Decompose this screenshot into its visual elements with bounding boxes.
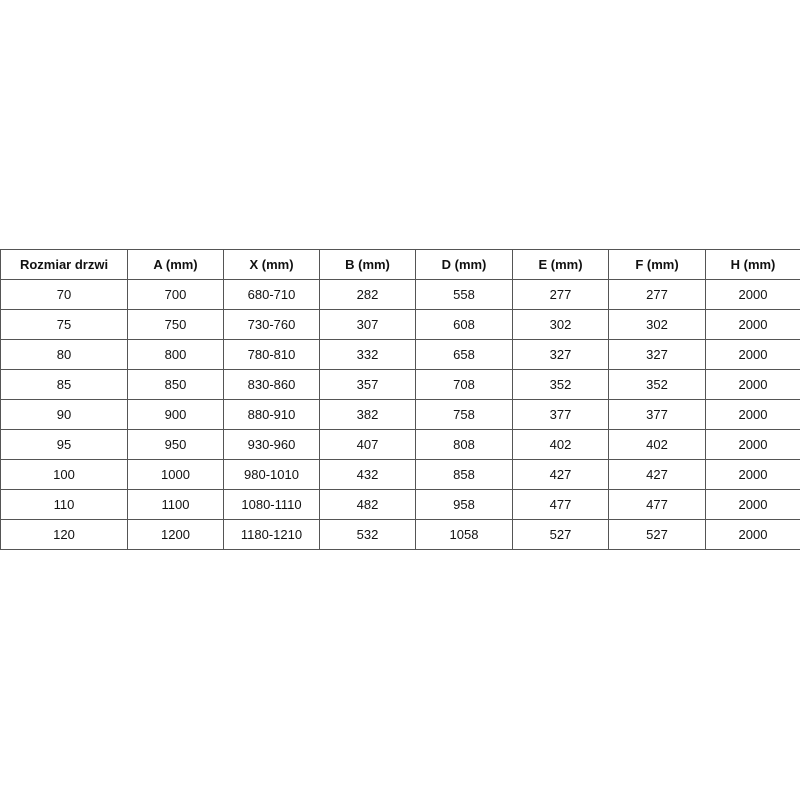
table-cell: 750	[127, 309, 224, 340]
table-cell: 90	[0, 399, 128, 430]
table-cell: 1200	[127, 519, 224, 550]
table-cell: 658	[415, 339, 513, 370]
table-cell: 477	[512, 489, 609, 520]
table-cell: 558	[415, 279, 513, 310]
table-row: 75 750 730-760 307 608 302 302 2000	[0, 309, 800, 340]
table-cell: 85	[0, 369, 128, 400]
table-cell: 2000	[705, 459, 800, 490]
table-cell: 352	[608, 369, 706, 400]
table-body: 70 700 680-710 282 558 277 277 2000 75 750 730-760…	[0, 279, 800, 550]
table-cell: 110	[0, 489, 128, 520]
table-cell: 880-910	[223, 399, 320, 430]
table-cell: 75	[0, 309, 128, 340]
table-cell: 377	[512, 399, 609, 430]
table-cell: 482	[319, 489, 416, 520]
table-cell: 70	[0, 279, 128, 310]
table-cell: 2000	[705, 489, 800, 520]
table-cell: 1000	[127, 459, 224, 490]
table-row: 110 1100 1080-1110 482 958 477 477 2000	[0, 489, 800, 520]
table-row: 100 1000 980-1010 432 858 427 427 2000	[0, 459, 800, 490]
table-row: 70 700 680-710 282 558 277 277 2000	[0, 279, 800, 310]
table-cell: 2000	[705, 399, 800, 430]
table-cell: 282	[319, 279, 416, 310]
table-cell: 2000	[705, 429, 800, 460]
table-cell: 527	[512, 519, 609, 550]
table-cell: 120	[0, 519, 128, 550]
table-cell: 780-810	[223, 339, 320, 370]
table-cell: 477	[608, 489, 706, 520]
header-row: Rozmiar drzwi A (mm) X (mm) B (mm) D (mm) E (…	[0, 249, 800, 280]
table-cell: 402	[512, 429, 609, 460]
table-cell: 527	[608, 519, 706, 550]
table-cell: 352	[512, 369, 609, 400]
table-cell: 1100	[127, 489, 224, 520]
header-cell: H (mm)	[705, 249, 800, 280]
table-cell: 1058	[415, 519, 513, 550]
table-cell: 980-1010	[223, 459, 320, 490]
table-cell: 900	[127, 399, 224, 430]
table-cell: 808	[415, 429, 513, 460]
table-cell: 100	[0, 459, 128, 490]
table-cell: 432	[319, 459, 416, 490]
table-cell: 327	[608, 339, 706, 370]
table-cell: 357	[319, 369, 416, 400]
table-cell: 377	[608, 399, 706, 430]
table-cell: 327	[512, 339, 609, 370]
table-cell: 402	[608, 429, 706, 460]
table-cell: 758	[415, 399, 513, 430]
table-cell: 2000	[705, 519, 800, 550]
table-cell: 608	[415, 309, 513, 340]
table-cell: 307	[319, 309, 416, 340]
table-cell: 850	[127, 369, 224, 400]
header-cell: X (mm)	[223, 249, 320, 280]
table-row: 90 900 880-910 382 758 377 377 2000	[0, 399, 800, 430]
table-row: 120 1200 1180-1210 532 1058 527 527 2000	[0, 519, 800, 550]
table-cell: 700	[127, 279, 224, 310]
table-row: 95 950 930-960 407 808 402 402 2000	[0, 429, 800, 460]
table-cell: 382	[319, 399, 416, 430]
table-cell: 858	[415, 459, 513, 490]
table-cell: 2000	[705, 309, 800, 340]
table-cell: 730-760	[223, 309, 320, 340]
table-cell: 427	[608, 459, 706, 490]
header-cell: F (mm)	[608, 249, 706, 280]
header-cell: E (mm)	[512, 249, 609, 280]
table-cell: 2000	[705, 369, 800, 400]
table-row: 85 850 830-860 357 708 352 352 2000	[0, 369, 800, 400]
header-cell: B (mm)	[319, 249, 416, 280]
table-container: Rozmiar drzwi A (mm) X (mm) B (mm) D (mm) E (…	[0, 249, 800, 550]
table-cell: 680-710	[223, 279, 320, 310]
table-cell: 532	[319, 519, 416, 550]
table-cell: 800	[127, 339, 224, 370]
header-cell: Rozmiar drzwi	[0, 249, 128, 280]
table-cell: 95	[0, 429, 128, 460]
dimensions-table: Rozmiar drzwi A (mm) X (mm) B (mm) D (mm) E (…	[0, 249, 800, 550]
table-cell: 708	[415, 369, 513, 400]
table-cell: 1180-1210	[223, 519, 320, 550]
table-cell: 80	[0, 339, 128, 370]
table-cell: 930-960	[223, 429, 320, 460]
table-cell: 950	[127, 429, 224, 460]
table-cell: 427	[512, 459, 609, 490]
table-cell: 1080-1110	[223, 489, 320, 520]
table-cell: 407	[319, 429, 416, 460]
table-cell: 958	[415, 489, 513, 520]
table-row: 80 800 780-810 332 658 327 327 2000	[0, 339, 800, 370]
table-cell: 277	[512, 279, 609, 310]
table-cell: 302	[608, 309, 706, 340]
header-cell: A (mm)	[127, 249, 224, 280]
table-cell: 277	[608, 279, 706, 310]
table-cell: 2000	[705, 279, 800, 310]
table-cell: 302	[512, 309, 609, 340]
table-cell: 332	[319, 339, 416, 370]
table-cell: 2000	[705, 339, 800, 370]
table-cell: 830-860	[223, 369, 320, 400]
header-cell: D (mm)	[415, 249, 513, 280]
